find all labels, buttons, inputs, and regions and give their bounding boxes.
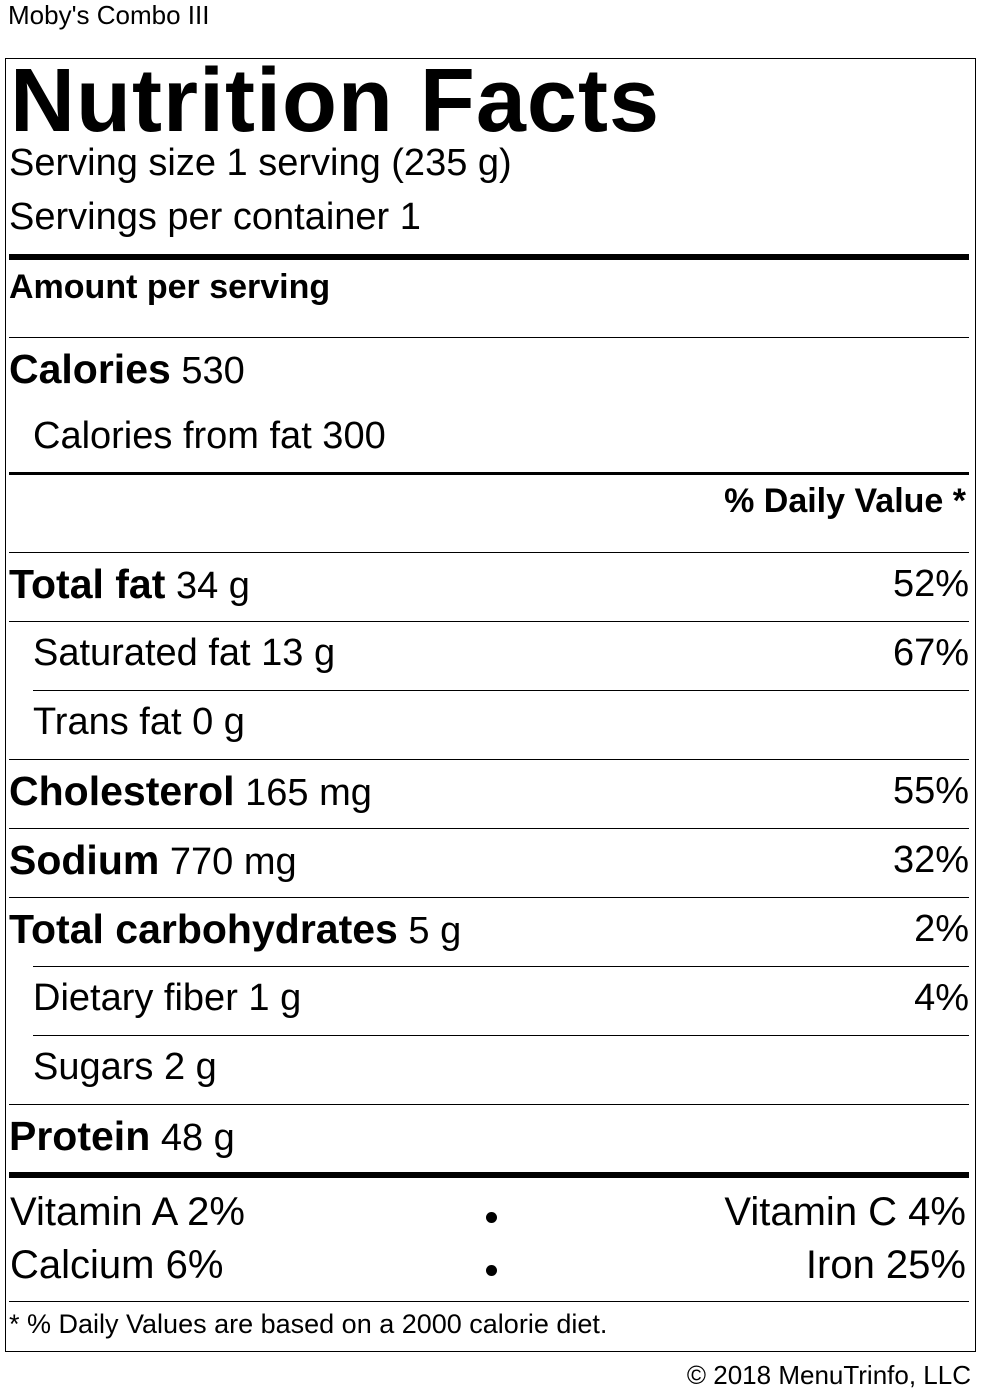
nutrient-row-protein: Protein 48 g	[9, 1106, 969, 1166]
nutrient-amount: 1 g	[248, 977, 302, 1019]
nutrient-row-cholesterol: Cholesterol 165 mg 55%	[9, 761, 969, 821]
nutrient-row-saturated-fat: Saturated fat 13 g 67%	[9, 623, 969, 683]
divider	[9, 1104, 969, 1105]
nutrition-label: Nutrition Facts Serving size 1 serving (…	[5, 51, 976, 1352]
divider	[9, 759, 969, 760]
calcium: Calcium 6%	[10, 1243, 224, 1287]
calories-row: Calories 530	[9, 345, 245, 395]
nutrient-dv: 32%	[892, 839, 969, 881]
nutrient-row-sodium: Sodium 770 mg 32%	[9, 830, 969, 890]
footnote: * % Daily Values are based on a 2000 cal…	[9, 1309, 608, 1339]
nutrition-facts-title: Nutrition Facts	[10, 51, 661, 151]
nutrient-amount: 2 g	[163, 1046, 217, 1088]
nutrient-amount: 770 mg	[169, 841, 297, 883]
nutrient-row-total-carbohydrates: Total carbohydrates 5 g 2%	[9, 899, 969, 959]
daily-value-header: % Daily Value *	[724, 482, 966, 520]
vitamin-c: Vitamin C 4%	[724, 1190, 966, 1234]
divider	[33, 1035, 969, 1036]
nutrient-dv: 4%	[914, 977, 969, 1019]
bullet-icon	[486, 1212, 497, 1223]
nutrient-amount: 34 g	[175, 565, 250, 607]
medium-divider	[9, 472, 969, 475]
divider	[33, 966, 969, 967]
bullet-icon	[486, 1265, 497, 1276]
nutrient-dv: 55%	[892, 770, 969, 812]
nutrient-row-dietary-fiber: Dietary fiber 1 g 4%	[9, 968, 969, 1028]
thick-divider	[9, 1172, 969, 1178]
nutrient-dv: 67%	[892, 632, 969, 674]
item-name: Moby's Combo III	[8, 0, 210, 30]
nutrient-amount: 5 g	[408, 910, 462, 952]
nutrient-name: Saturated fat	[33, 632, 251, 674]
thick-divider	[9, 254, 969, 260]
divider	[9, 621, 969, 622]
serving-size: Serving size 1 serving (235 g)	[9, 142, 512, 184]
divider	[9, 552, 969, 553]
calories-value: 530	[181, 350, 245, 392]
calories-from-fat: Calories from fat 300	[33, 415, 386, 457]
nutrient-row-trans-fat: Trans fat 0 g	[9, 692, 969, 752]
nutrient-amount: 13 g	[261, 632, 336, 674]
nutrient-name: Total carbohydrates	[9, 906, 398, 952]
divider	[9, 1301, 969, 1302]
nutrient-name: Dietary fiber	[33, 977, 238, 1019]
nutrient-name: Protein	[9, 1113, 151, 1159]
copyright: © 2018 MenuTrinfo, LLC	[686, 1360, 971, 1390]
calories-label: Calories	[9, 346, 171, 392]
nutrient-row-total-fat: Total fat 34 g 52%	[9, 554, 969, 614]
amount-per-serving: Amount per serving	[9, 268, 331, 306]
nutrient-amount: 48 g	[160, 1117, 235, 1159]
divider	[9, 337, 969, 338]
nutrient-name: Trans fat	[33, 701, 182, 743]
nutrient-name: Sugars	[33, 1046, 154, 1088]
nutrient-amount: 165 mg	[245, 772, 372, 814]
iron: Iron 25%	[805, 1243, 966, 1287]
nutrient-row-sugars: Sugars 2 g	[9, 1037, 969, 1097]
nutrient-dv: 52%	[892, 563, 969, 605]
divider	[9, 828, 969, 829]
servings-per-container: Servings per container 1	[9, 196, 421, 238]
divider	[33, 690, 969, 691]
nutrient-name: Total fat	[9, 561, 166, 607]
nutrient-name: Cholesterol	[9, 768, 235, 814]
nutrient-dv: 2%	[914, 908, 969, 950]
divider	[9, 897, 969, 898]
nutrient-amount: 0 g	[192, 701, 245, 743]
nutrient-name: Sodium	[9, 837, 160, 883]
vitamin-a: Vitamin A 2%	[10, 1190, 245, 1234]
